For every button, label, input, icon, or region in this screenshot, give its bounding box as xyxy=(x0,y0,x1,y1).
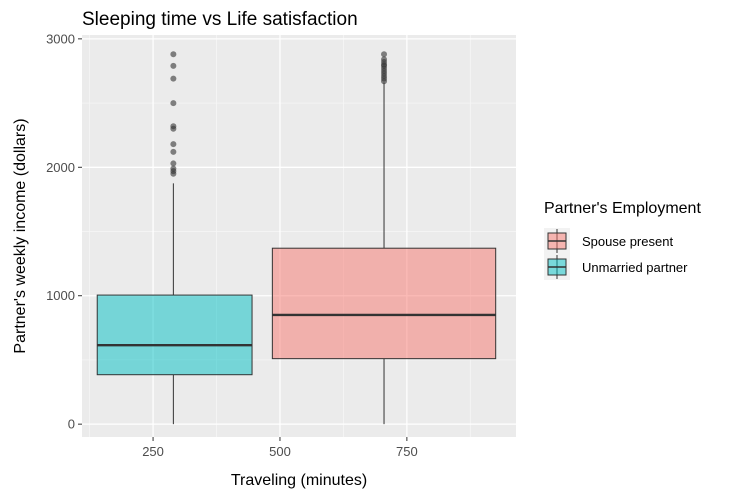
plot-panel xyxy=(82,35,516,437)
legend: Partner's Employment Spouse present Unmar… xyxy=(544,200,701,280)
outlier-point xyxy=(381,51,388,58)
legend-item: Spouse present xyxy=(544,228,673,254)
y-tick-label: 1000 xyxy=(46,288,75,303)
outlier-point xyxy=(170,123,177,130)
y-axis-title: Partner's weekly income (dollars) xyxy=(12,118,29,353)
legend-title: Partner's Employment xyxy=(544,200,701,217)
x-tick-label: 750 xyxy=(396,444,418,459)
x-tick-label: 250 xyxy=(142,444,164,459)
outlier-point xyxy=(170,100,177,107)
outlier-point xyxy=(170,141,177,148)
y-tick-label: 0 xyxy=(68,417,75,432)
x-tick-label: 500 xyxy=(269,444,291,459)
box-series xyxy=(96,51,497,425)
outlier-point xyxy=(170,62,177,69)
outlier-point xyxy=(170,51,177,58)
box-spouse-present xyxy=(271,51,497,425)
y-tick-label: 3000 xyxy=(46,31,75,46)
outlier-point xyxy=(170,160,177,167)
legend-label: Unmarried partner xyxy=(582,260,688,275)
chart-title: Sleeping time vs Life satisfaction xyxy=(82,9,358,30)
x-axis-title: Traveling (minutes) xyxy=(231,472,367,489)
y-ticks: 0 1000 2000 3000 xyxy=(46,31,82,432)
outlier-point xyxy=(170,75,177,82)
box-iqr xyxy=(271,247,497,360)
outlier-point xyxy=(170,148,177,155)
box-iqr xyxy=(96,294,253,376)
y-tick-label: 2000 xyxy=(46,160,75,175)
outlier-point xyxy=(381,56,388,63)
legend-item: Unmarried partner xyxy=(544,254,688,280)
box-unmarried-partner xyxy=(96,51,253,425)
x-ticks: 250 500 750 xyxy=(142,437,418,459)
outlier-point xyxy=(170,165,177,172)
legend-label: Spouse present xyxy=(582,234,673,249)
